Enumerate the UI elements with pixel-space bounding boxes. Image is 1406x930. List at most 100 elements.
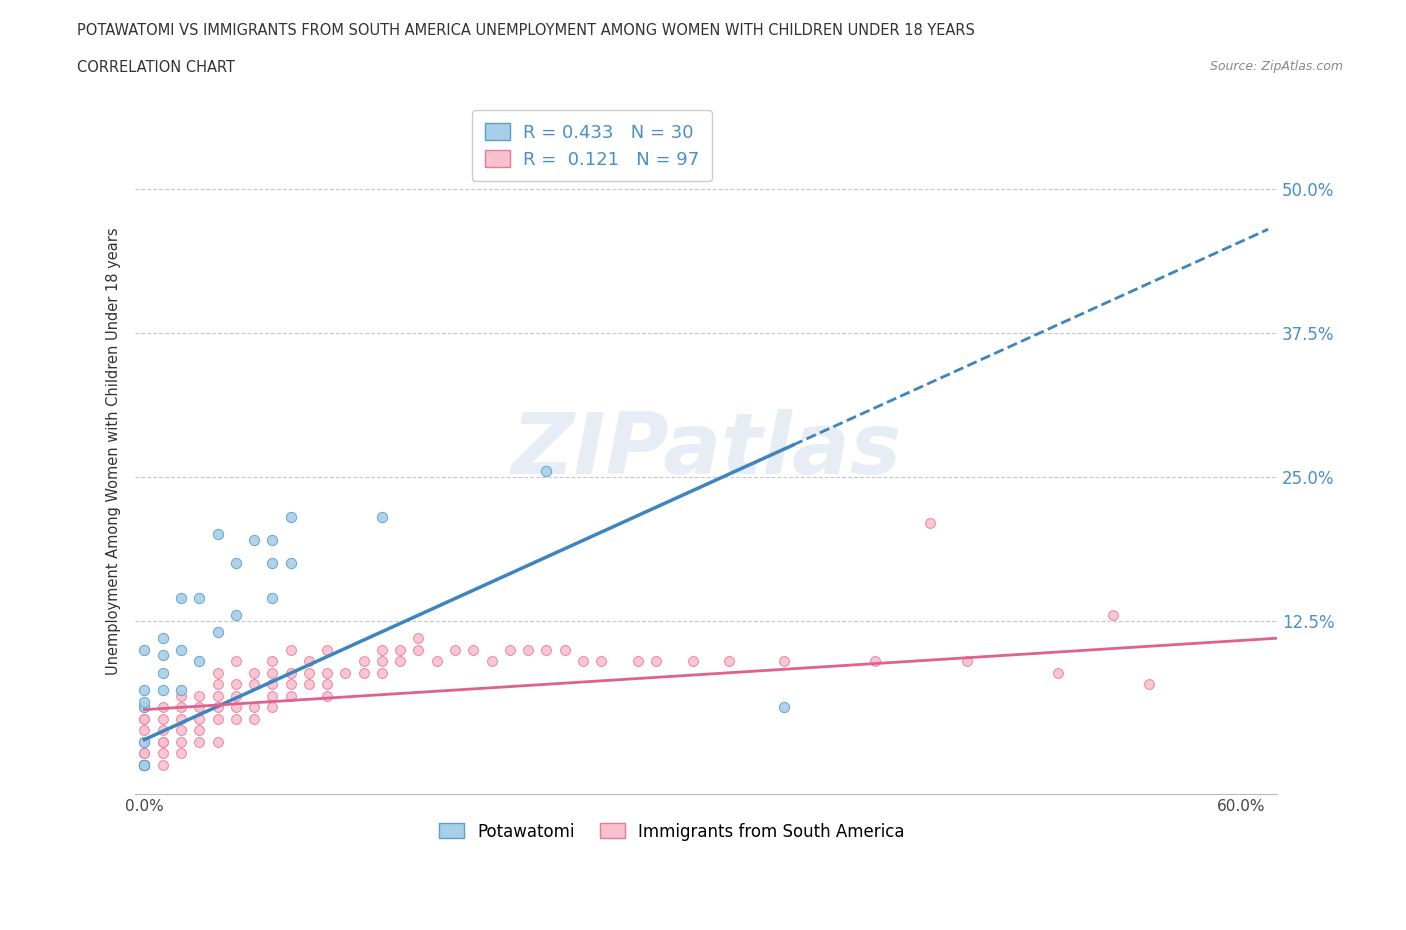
Point	[134, 758, 156, 773]
Point	[298, 677, 321, 692]
Point	[353, 665, 375, 680]
Point	[371, 665, 394, 680]
Point	[134, 758, 156, 773]
Point	[134, 694, 156, 709]
Point	[134, 700, 156, 715]
Point	[262, 700, 284, 715]
Point	[243, 665, 266, 680]
Point	[170, 591, 193, 605]
Point	[280, 510, 302, 525]
Point	[1137, 677, 1160, 692]
Point	[262, 654, 284, 669]
Point	[298, 654, 321, 669]
Point	[134, 711, 156, 726]
Point	[152, 665, 174, 680]
Point	[718, 654, 741, 669]
Point	[499, 643, 522, 658]
Point	[170, 746, 193, 761]
Point	[316, 677, 339, 692]
Point	[225, 654, 247, 669]
Point	[627, 654, 650, 669]
Point	[134, 758, 156, 773]
Point	[188, 711, 211, 726]
Point	[335, 665, 357, 680]
Text: CORRELATION CHART: CORRELATION CHART	[77, 60, 235, 75]
Y-axis label: Unemployment Among Women with Children Under 18 years: Unemployment Among Women with Children U…	[107, 227, 121, 674]
Point	[554, 643, 576, 658]
Point	[262, 665, 284, 680]
Point	[134, 758, 156, 773]
Point	[280, 556, 302, 571]
Point	[262, 556, 284, 571]
Point	[956, 654, 979, 669]
Point	[152, 746, 174, 761]
Point	[134, 758, 156, 773]
Point	[408, 631, 430, 645]
Point	[207, 527, 229, 542]
Point	[152, 648, 174, 663]
Point	[225, 677, 247, 692]
Text: POTAWATOMI VS IMMIGRANTS FROM SOUTH AMERICA UNEMPLOYMENT AMONG WOMEN WITH CHILDR: POTAWATOMI VS IMMIGRANTS FROM SOUTH AMER…	[77, 23, 976, 38]
Point	[316, 665, 339, 680]
Point	[481, 654, 503, 669]
Point	[134, 758, 156, 773]
Point	[170, 700, 193, 715]
Point	[536, 643, 558, 658]
Point	[134, 758, 156, 773]
Point	[134, 758, 156, 773]
Point	[134, 711, 156, 726]
Point	[262, 688, 284, 703]
Point	[207, 700, 229, 715]
Point	[170, 723, 193, 737]
Point	[243, 711, 266, 726]
Point	[152, 683, 174, 698]
Point	[134, 683, 156, 698]
Point	[225, 556, 247, 571]
Text: ZIPatlas: ZIPatlas	[512, 409, 901, 492]
Point	[207, 677, 229, 692]
Point	[134, 735, 156, 750]
Point	[134, 758, 156, 773]
Point	[188, 700, 211, 715]
Point	[134, 746, 156, 761]
Point	[353, 654, 375, 669]
Point	[243, 677, 266, 692]
Point	[572, 654, 595, 669]
Point	[170, 643, 193, 658]
Point	[207, 711, 229, 726]
Point	[134, 735, 156, 750]
Point	[389, 643, 412, 658]
Point	[152, 631, 174, 645]
Point	[682, 654, 704, 669]
Point	[773, 654, 796, 669]
Point	[225, 607, 247, 622]
Point	[170, 735, 193, 750]
Point	[389, 654, 412, 669]
Point	[1101, 607, 1123, 622]
Point	[316, 643, 339, 658]
Point	[773, 700, 796, 715]
Point	[591, 654, 613, 669]
Point	[134, 746, 156, 761]
Point	[243, 700, 266, 715]
Point	[134, 735, 156, 750]
Point	[463, 643, 485, 658]
Point	[170, 683, 193, 698]
Point	[188, 723, 211, 737]
Point	[426, 654, 449, 669]
Point	[152, 700, 174, 715]
Point	[316, 688, 339, 703]
Point	[207, 688, 229, 703]
Point	[262, 677, 284, 692]
Point	[207, 665, 229, 680]
Point	[225, 700, 247, 715]
Point	[207, 625, 229, 640]
Point	[152, 735, 174, 750]
Point	[920, 515, 942, 530]
Point	[371, 510, 394, 525]
Point	[262, 591, 284, 605]
Point	[645, 654, 668, 669]
Point	[134, 700, 156, 715]
Point	[225, 688, 247, 703]
Point	[517, 643, 540, 658]
